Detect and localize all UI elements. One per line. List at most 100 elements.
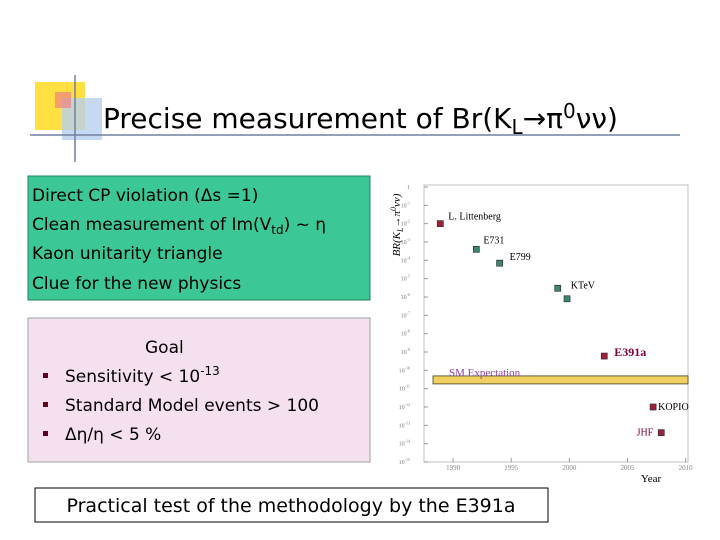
text-part: →π: [391, 211, 403, 228]
y-tick-label: 10-10: [399, 365, 410, 374]
cp-line: Kaon unitarity triangle: [32, 244, 223, 264]
tick-exp: -12: [405, 402, 410, 407]
y-axis-title: BR(KL→π0νν): [389, 193, 405, 256]
text-part: νν): [391, 193, 403, 207]
tick-exp: -8: [407, 329, 410, 334]
point-label: KOPIO: [658, 402, 689, 413]
goal-bullet: Sensitivity < 10-13: [65, 364, 220, 387]
tick-base: 10: [401, 332, 407, 338]
goal-box: [27, 317, 371, 463]
text-sub: td: [271, 223, 283, 237]
tick-exp: -4: [407, 255, 410, 260]
tick-exp: -15: [405, 457, 410, 462]
data-point: [436, 220, 444, 228]
y-tick-label: 10-13: [399, 420, 410, 429]
slide-title: Precise measurement of Br(KL→π0νν): [103, 99, 618, 139]
title-part: →π: [523, 102, 563, 135]
title-sup: 0: [563, 99, 576, 123]
title-part: Precise measurement of Br(K: [103, 102, 512, 135]
point-label: JHF: [637, 428, 654, 439]
x-tick-label: 2005: [621, 464, 636, 472]
tick-exp: -7: [407, 310, 410, 315]
text-part: ) ~ η: [284, 215, 326, 235]
tick-exp: -6: [407, 292, 410, 297]
tick-exp: -3: [407, 237, 410, 242]
text-part: Sensitivity < 10: [65, 367, 200, 387]
x-tick-label: 2000: [562, 464, 577, 472]
y-tick-label: 10-1: [401, 200, 410, 209]
y-tick-label: 10-9: [401, 347, 410, 356]
x-axis-title: Year: [641, 473, 662, 485]
reference-band: [432, 375, 689, 385]
cp-line: Clean measurement of Im(Vtd) ~ η: [32, 215, 326, 237]
point-label: KTeV: [571, 280, 596, 291]
point-label: E731: [483, 235, 504, 246]
cp-box: [27, 175, 371, 301]
y-tick-label: 10-3: [401, 237, 410, 246]
title-part: νν): [576, 102, 618, 135]
tick-base: 10: [399, 442, 405, 448]
tick-base: 10: [401, 313, 407, 319]
tick-exp: -13: [405, 420, 410, 425]
bullet: [43, 402, 48, 407]
tick-base: 10: [399, 423, 405, 429]
tick-exp: -5: [407, 274, 410, 279]
footer-box: [34, 487, 549, 523]
point-label: E799: [510, 252, 531, 263]
cp-line: Clue for the new physics: [32, 274, 241, 294]
tick-exp: -2: [407, 219, 410, 224]
tick-exp: -11: [405, 384, 410, 389]
tick-exp: -14: [405, 439, 410, 444]
text-sub: L: [396, 227, 405, 233]
goal-bullet: Standard Model events > 100: [65, 396, 319, 416]
tick-base: 10: [401, 203, 407, 209]
reference-label: SM Expectation: [449, 367, 521, 379]
footer-text: Practical test of the methodology by the…: [67, 495, 516, 517]
point-label: L. Littenberg: [448, 212, 501, 223]
y-tick-label: 10-6: [401, 292, 410, 301]
text-part: Clean measurement of Im(V: [32, 215, 272, 235]
deco-square: [55, 92, 71, 108]
y-tick-label: 10-5: [401, 274, 410, 283]
title-sub: L: [512, 115, 524, 139]
data-point: [496, 259, 503, 267]
goal-bullet: Δη/η < 5 %: [65, 425, 161, 445]
tick-base: 10: [401, 277, 407, 283]
point-label: E391a: [614, 345, 646, 359]
tick-base: 10: [401, 222, 407, 228]
x-tick-label: 1995: [504, 464, 519, 472]
plot-area: [423, 184, 689, 463]
tick-base: 10: [401, 240, 407, 246]
data-point: [554, 284, 562, 292]
y-tick-label: 10-14: [399, 439, 410, 448]
bullet: [43, 373, 48, 378]
y-tick-label: 10-7: [401, 310, 410, 319]
data-point: [472, 245, 480, 253]
text-part: BR(K: [391, 231, 403, 256]
tick-exp: -9: [407, 347, 410, 352]
x-tick-label: 1990: [446, 464, 461, 472]
tick-base: 10: [401, 258, 407, 264]
data-point: [600, 352, 608, 360]
text-sup: 0: [389, 207, 398, 211]
data-point: [657, 429, 665, 436]
goal-heading: Goal: [145, 338, 184, 358]
tick-base: 10: [399, 368, 405, 374]
text-sup: -13: [200, 364, 220, 378]
y-tick-label: 10-8: [401, 329, 410, 338]
tick-exp: -10: [405, 365, 410, 370]
x-tick-label: 2010: [679, 464, 694, 472]
tick-base: 10: [399, 387, 405, 393]
y-tick-label: 10-11: [399, 384, 410, 393]
y-tick-label: 10-4: [401, 255, 410, 264]
tick-base: 10: [399, 460, 405, 466]
tick-base: 10: [401, 350, 407, 356]
bullet: [43, 431, 48, 436]
y-tick-label: 10-15: [399, 457, 410, 466]
cp-line: Direct CP violation (Δs =1): [32, 186, 258, 206]
tick-exp: -1: [407, 200, 410, 205]
data-point: [563, 295, 571, 303]
tick-base: 10: [399, 405, 405, 411]
tick-base: 10: [401, 295, 407, 301]
data-point: [649, 403, 657, 411]
